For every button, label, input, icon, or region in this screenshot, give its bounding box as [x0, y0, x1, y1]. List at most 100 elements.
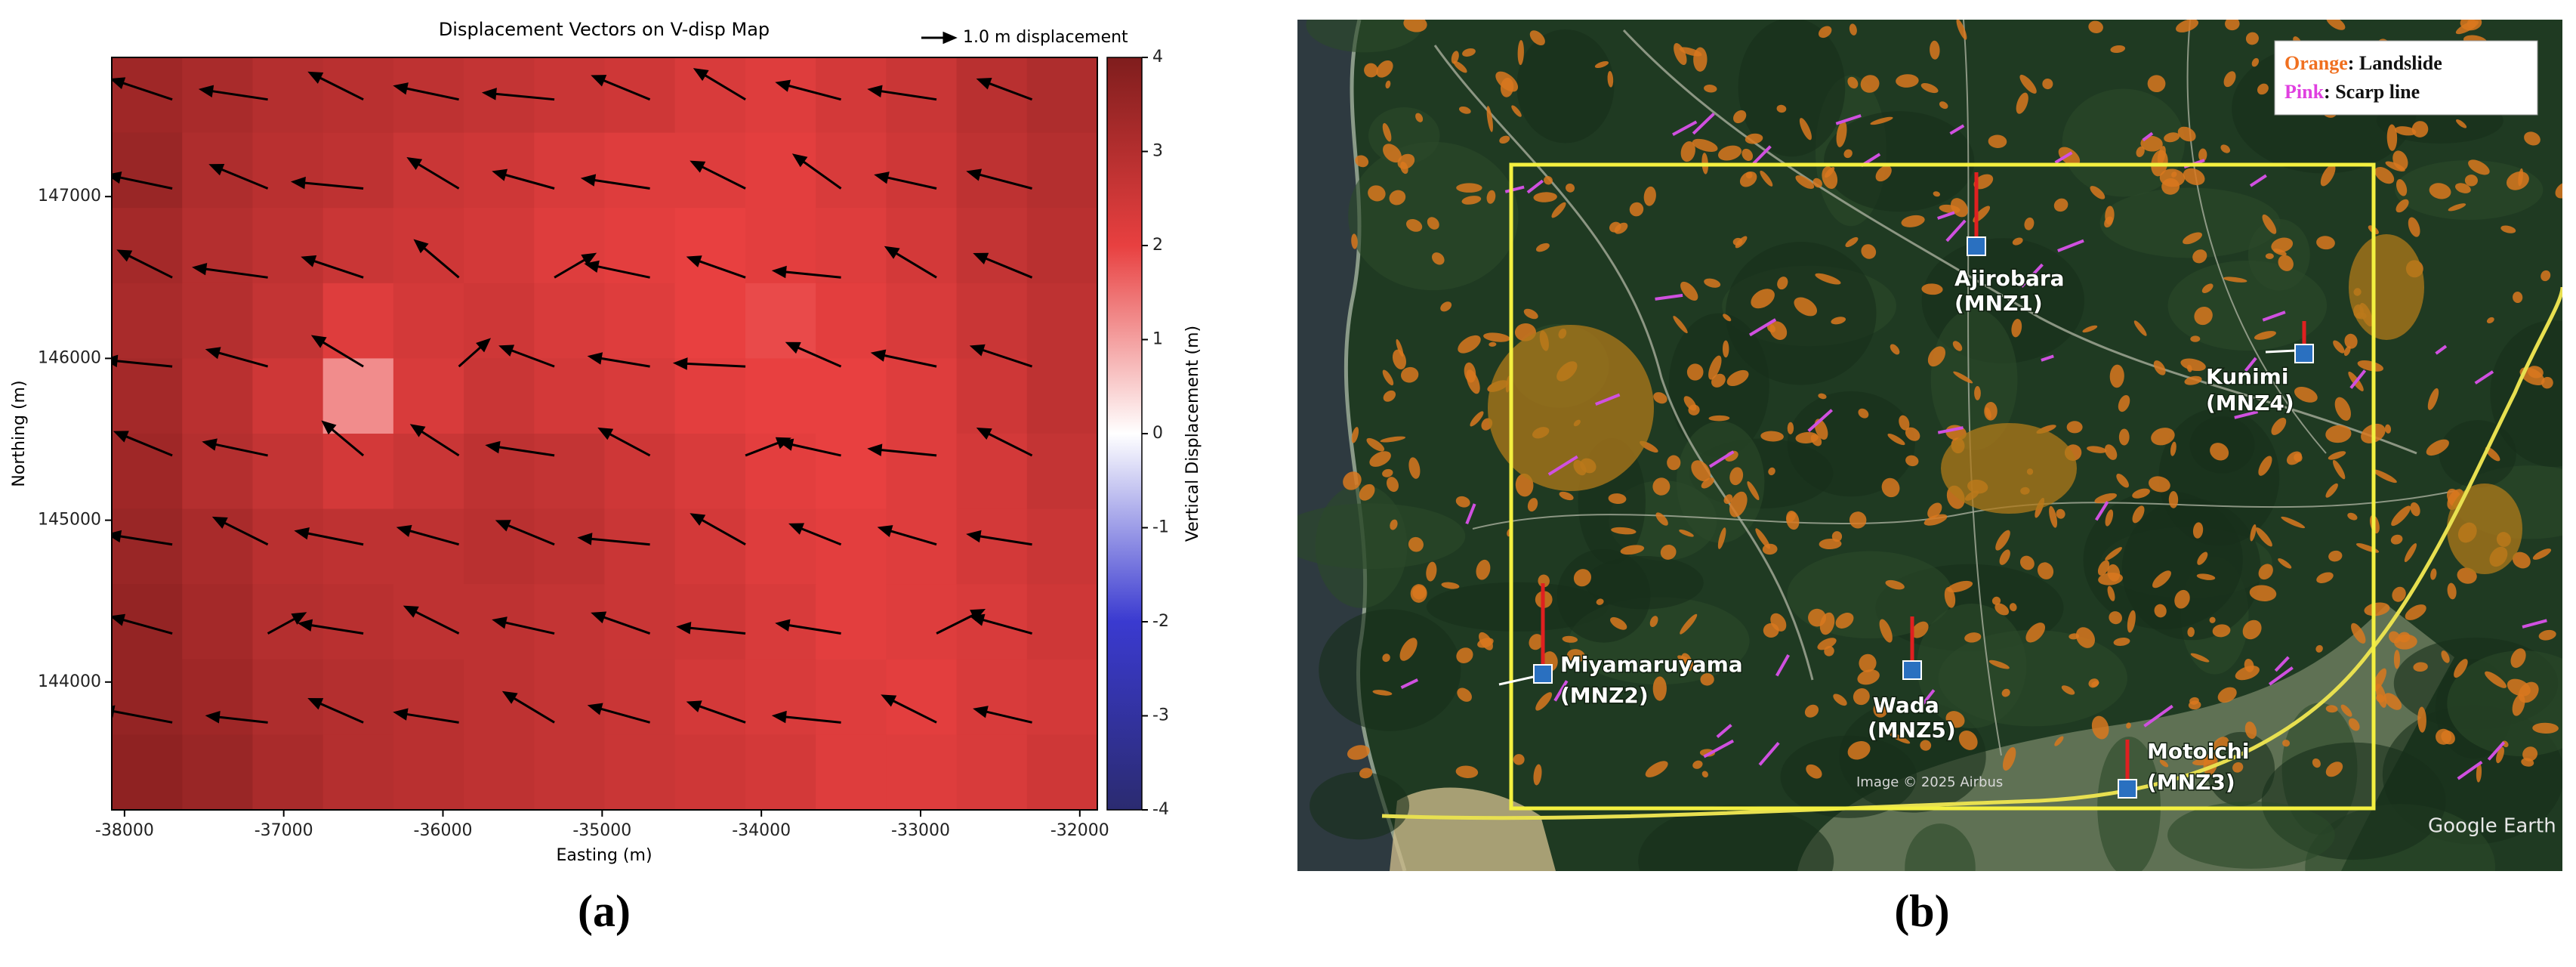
landslide-patch — [1620, 545, 1645, 555]
chart-title: Displacement Vectors on V-disp Map — [439, 19, 770, 40]
landslide-patch — [2513, 292, 2523, 304]
heatmap-cell — [745, 57, 816, 134]
landslide-patch — [1726, 369, 1749, 387]
landslide-patch — [2180, 358, 2206, 372]
landslide-patch — [1562, 635, 1578, 643]
landslide-patch — [2340, 704, 2352, 717]
landslide-patch — [1786, 511, 1800, 530]
landslide-patch — [1456, 183, 1482, 193]
vector-arrow — [492, 616, 555, 635]
landslide-patch — [2430, 568, 2437, 580]
scarp-line — [2244, 357, 2257, 372]
landslide-patch — [1529, 30, 1545, 46]
landslide-patch — [2325, 483, 2338, 498]
landslide-patch — [2088, 20, 2103, 34]
landslide-patch — [1483, 332, 1510, 342]
landslide-patch — [2364, 602, 2390, 616]
heatmap-cell — [674, 283, 746, 359]
landslide-patch — [1964, 632, 1982, 643]
landslide-patch — [1499, 135, 1510, 144]
landslide-patch — [2538, 629, 2556, 641]
landslide-patch — [1896, 74, 1919, 88]
heatmap-cell — [182, 283, 253, 359]
legend-entry: Pink: Scarp line — [2284, 81, 2420, 103]
landslide-patch — [1566, 183, 1575, 193]
forest-shade — [1738, 20, 1846, 157]
heatmap-cell — [745, 283, 816, 359]
landslide-patch — [1988, 134, 2007, 148]
landslide-patch — [2118, 428, 2130, 446]
landslide-patch — [1755, 528, 1771, 549]
landslide-patch — [1762, 543, 1778, 555]
scarp-line — [2349, 369, 2367, 389]
landslide-patch — [2188, 700, 2201, 710]
vector-arrow — [672, 357, 746, 370]
scarp-line — [1692, 113, 1715, 135]
landslide-patch — [2164, 132, 2180, 143]
scarp-line — [2020, 263, 2044, 288]
vector-arrow — [580, 174, 650, 190]
landslide-patch — [2127, 610, 2136, 633]
landslide-patch — [2054, 736, 2064, 746]
landslide-patch — [1704, 85, 1717, 93]
heatmap-cell — [604, 434, 676, 510]
landslide-patch — [2249, 585, 2277, 601]
vector-arrow — [307, 698, 364, 724]
landslide-area — [1941, 423, 2077, 514]
landslide-patch — [2223, 277, 2247, 283]
landslide-patch — [2091, 715, 2109, 740]
heatmap-cell — [604, 132, 676, 209]
vector-arrow — [485, 440, 555, 457]
scarp-line — [2057, 239, 2084, 252]
landslide-patch — [1924, 514, 1948, 526]
landslide-patch — [2192, 249, 2207, 264]
landslide-patch — [1739, 171, 1757, 187]
imagery-credit: Image © 2025 Airbus — [1856, 774, 2003, 790]
landslide-patch — [2457, 567, 2477, 584]
vector-arrow — [492, 168, 555, 190]
attribution: Google Earth — [2428, 815, 2556, 838]
landslide-patch — [1819, 612, 1835, 635]
landslide-patch — [2254, 331, 2276, 340]
landslide-patch — [1875, 165, 1892, 182]
landslide-patch — [1905, 455, 1919, 467]
vector-arrow — [884, 246, 937, 279]
landslide-patch — [2448, 203, 2466, 212]
landslide-patch — [2210, 443, 2229, 461]
forest-shade — [2490, 320, 2562, 467]
landslide-patch — [1953, 371, 1973, 384]
landslide-patch — [2334, 397, 2351, 421]
vector-arrow — [976, 428, 1033, 457]
landslide-patch — [1729, 467, 1744, 486]
landslide-patch — [1343, 471, 1362, 490]
forest-shade — [2439, 420, 2516, 488]
vector-arrow — [112, 77, 173, 101]
heatmap-cell — [182, 584, 253, 660]
landslide-patch — [2177, 126, 2196, 142]
station-code: (MNZ5) — [1868, 718, 1956, 743]
landslide-patch — [2348, 718, 2360, 731]
landslide-patch — [1947, 580, 1973, 593]
landslide-patch — [2255, 527, 2272, 547]
colorbar-tick-label: 0 — [1152, 424, 1163, 443]
heatmap-cell — [674, 57, 746, 134]
heatmap-cell — [322, 132, 394, 209]
scarp-line — [1748, 318, 1777, 337]
landslide-patch — [1527, 498, 1538, 512]
landslide-patch — [1660, 545, 1677, 560]
landslide-patch — [1382, 369, 1394, 386]
heatmap-cell — [886, 132, 958, 209]
landslide-patch — [1645, 761, 1668, 777]
landslide-patch — [1985, 407, 1991, 419]
landslide-patch — [1899, 415, 1910, 431]
station-markers — [1498, 172, 2314, 799]
scarp-line — [1949, 124, 1965, 135]
landslide-patch — [2417, 706, 2426, 733]
vector-arrow — [788, 523, 842, 546]
heatmap-cell — [534, 208, 605, 284]
landslide-patch — [2110, 45, 2126, 54]
vector-arrow — [874, 171, 937, 190]
vector-arrow — [307, 71, 364, 101]
quiver-key-label: 1.0 m displacement — [963, 28, 1128, 47]
landslide-patch — [1396, 338, 1404, 357]
